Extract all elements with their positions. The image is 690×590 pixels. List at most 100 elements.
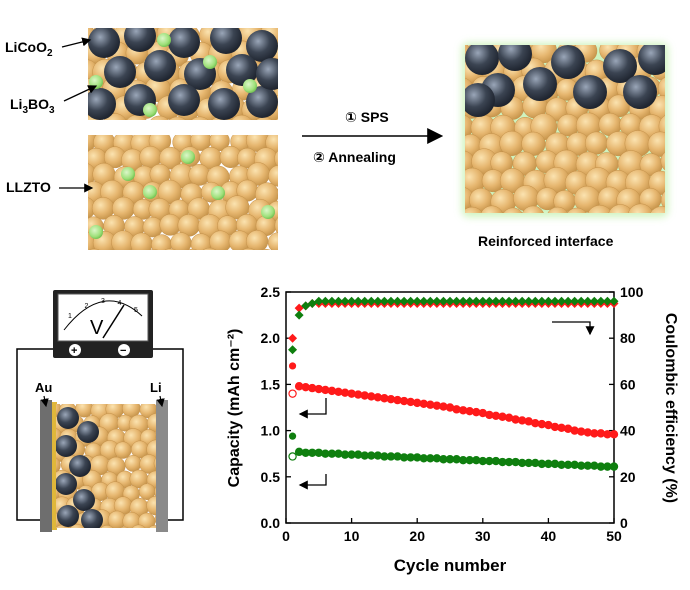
llzto-particle xyxy=(657,77,665,100)
llzto-particle xyxy=(114,441,132,459)
llzto-particle xyxy=(150,115,169,120)
llzto-particle xyxy=(275,250,296,271)
licoo2-particle xyxy=(256,58,278,90)
licoo2-particle xyxy=(210,28,242,54)
li-label: Li xyxy=(150,380,162,395)
llzto-particle xyxy=(567,207,587,213)
y-axis-left-title: Capacity (mAh cm⁻²) xyxy=(226,329,243,488)
x-tick-label: 20 xyxy=(409,528,425,544)
x-tick-label: 50 xyxy=(606,528,622,544)
charge-capacity-point xyxy=(295,448,303,456)
efficiency-point xyxy=(366,296,376,306)
efficiency-point xyxy=(458,296,468,306)
x-tick-label: 40 xyxy=(541,528,557,544)
charge-capacity-point xyxy=(564,461,572,469)
llzto-particle xyxy=(101,250,123,272)
charge-capacity-point xyxy=(525,459,533,467)
charge-capacity-point xyxy=(288,362,297,370)
efficiency-point xyxy=(465,296,475,306)
licoo2-particle xyxy=(573,75,607,109)
efficiency-point xyxy=(517,296,527,306)
y-left-tick-label: 0.5 xyxy=(261,469,281,485)
charge-capacity-point xyxy=(361,451,369,460)
plot-frame xyxy=(285,291,615,524)
charge-capacity-point xyxy=(315,449,323,457)
charge-capacity-point xyxy=(446,403,454,412)
efficiency-point xyxy=(576,296,586,306)
llzto-particle xyxy=(627,203,654,213)
charge-capacity-point xyxy=(597,429,605,437)
llzto-electrolyte-layer xyxy=(88,135,296,272)
charge-capacity-point xyxy=(590,462,598,470)
charge-capacity-point xyxy=(479,409,487,417)
efficiency-point xyxy=(373,296,383,306)
charge-capacity-point xyxy=(557,461,566,469)
charge-capacity-point xyxy=(485,411,493,419)
charge-capacity-point xyxy=(321,450,329,458)
llzto-particle xyxy=(170,232,192,250)
charge-capacity-point xyxy=(439,402,448,411)
efficiency-point xyxy=(393,296,403,306)
charge-capacity-point xyxy=(544,460,553,468)
efficiency-point xyxy=(563,296,573,306)
reinforced-interface-label: Reinforced interface xyxy=(478,233,614,249)
llzto-particle xyxy=(242,248,256,250)
efficiency-point xyxy=(609,296,619,306)
licoo2-particle xyxy=(551,45,585,79)
llzto-particle xyxy=(202,247,217,250)
x-axis-title: Cycle number xyxy=(394,556,507,575)
y-right-tick-label: 20 xyxy=(620,469,636,485)
licoo2-particle xyxy=(603,49,637,83)
efficiency-series-pointer xyxy=(552,321,595,336)
efficiency-point xyxy=(557,296,567,306)
charge-capacity-point xyxy=(374,451,382,460)
li-metal-anode xyxy=(156,400,168,532)
llzto-particle xyxy=(274,217,278,234)
licoo2-particle xyxy=(465,83,495,117)
chart-marks xyxy=(288,296,619,471)
charge-capacity-point xyxy=(380,394,388,402)
charge-capacity-point xyxy=(531,459,539,467)
charge-capacity-point xyxy=(315,385,323,393)
licoo2-particle xyxy=(208,88,240,120)
charge-capacity-point xyxy=(400,397,408,405)
llzto-particle xyxy=(146,413,156,433)
wire-right xyxy=(153,348,184,521)
llzto-particle xyxy=(131,524,146,528)
li3bo3-label: Li3BO3 xyxy=(10,96,55,116)
licoo2-particle xyxy=(623,75,657,109)
red-capacity-pointer xyxy=(298,398,327,419)
efficiency-point xyxy=(360,296,370,306)
llzto-particle xyxy=(88,135,97,152)
li3bo3-pointer-arrow xyxy=(63,85,98,102)
reinforced-interface-block xyxy=(465,45,665,213)
y-right-tick-label: 0 xyxy=(620,515,628,531)
licoo2-particle xyxy=(73,489,95,511)
au-pointer-arrow xyxy=(40,395,49,408)
charge-capacity-point xyxy=(348,451,356,459)
charge-capacity-point xyxy=(472,456,480,464)
llzto-particle xyxy=(660,151,665,171)
licoo2-particle xyxy=(57,407,79,429)
charge-capacity-point xyxy=(538,420,546,428)
charge-capacity-point xyxy=(328,387,336,395)
charge-capacity-point xyxy=(400,453,408,461)
efficiency-point xyxy=(478,296,488,306)
charge-capacity-point xyxy=(452,405,461,413)
charge-capacity-point xyxy=(426,454,434,462)
charge-capacity-point xyxy=(354,390,362,399)
efficiency-point xyxy=(497,296,507,306)
au-current-collector xyxy=(40,400,52,532)
llzto-particle xyxy=(587,205,613,213)
llzto-particle xyxy=(503,207,523,213)
discharge-capacity-point xyxy=(288,389,297,398)
charge-capacity-point xyxy=(334,450,343,458)
llzto-particle xyxy=(277,188,278,197)
efficiency-point xyxy=(399,296,409,306)
llzto-particle xyxy=(56,457,61,474)
charge-capacity-point xyxy=(439,455,448,463)
licoo2-particle xyxy=(638,45,665,75)
llzto-particle xyxy=(188,164,211,186)
li3bo3-particle xyxy=(143,103,157,117)
llzto-particle xyxy=(226,249,229,250)
